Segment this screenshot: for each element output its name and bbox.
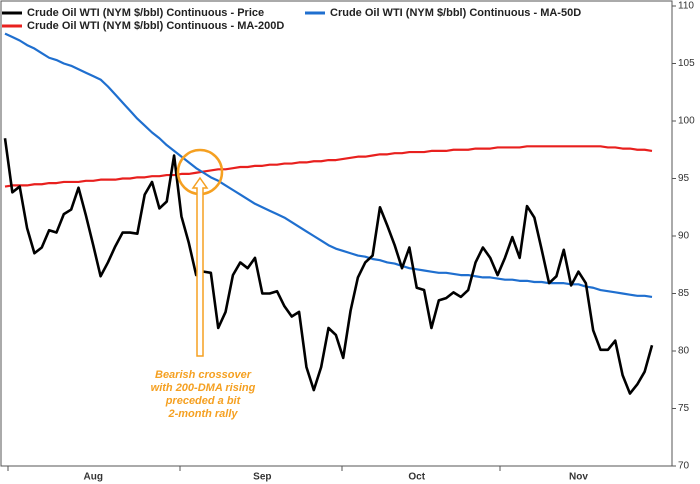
legend-label: Crude Oil WTI (NYM $/bbl) Continuous - P… xyxy=(27,7,264,19)
annotation-text: Bearish crossover xyxy=(155,369,252,381)
annotation-text: with 200-DMA rising xyxy=(151,382,256,394)
x-tick-label: Sep xyxy=(253,472,271,483)
x-tick-label: Oct xyxy=(408,472,425,483)
plot-frame xyxy=(0,0,673,467)
y-tick-label: 80 xyxy=(678,346,690,357)
x-tick-label: Nov xyxy=(569,472,588,483)
y-tick-label: 110 xyxy=(678,1,694,12)
y-tick-label: 100 xyxy=(678,116,695,127)
series-line xyxy=(4,145,653,188)
y-tick-label: 90 xyxy=(678,231,690,242)
month-ticks xyxy=(7,466,501,471)
annotation-arrow xyxy=(191,176,209,357)
y-tick-label: 95 xyxy=(678,173,690,184)
y-tick-label: 85 xyxy=(678,288,690,299)
x-tick-label: Aug xyxy=(84,472,103,483)
annotation-text: preceded a bit xyxy=(165,395,242,407)
y-tick-label: 70 xyxy=(678,461,690,472)
series-line xyxy=(4,32,653,299)
y-tick-label: 105 xyxy=(678,58,695,69)
y-tick-label: 75 xyxy=(678,403,690,414)
legend-label: Crude Oil WTI (NYM $/bbl) Continuous - M… xyxy=(27,20,284,32)
annotation-text: 2-month rally xyxy=(167,408,238,420)
legend-label: Crude Oil WTI (NYM $/bbl) Continuous - M… xyxy=(330,7,581,19)
series-line xyxy=(3,138,654,395)
